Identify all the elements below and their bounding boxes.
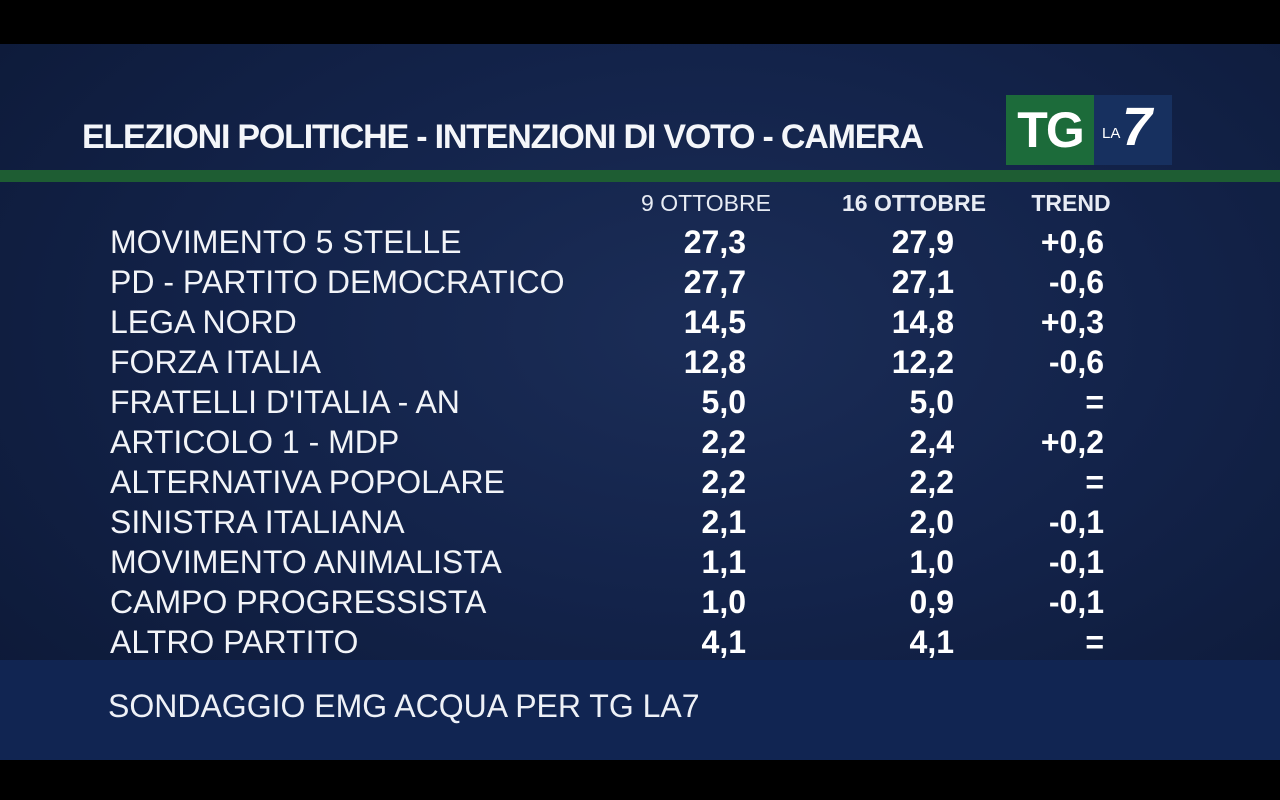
value-oct9: 5,0 <box>701 384 746 420</box>
party-name: PD - PARTITO DEMOCRATICO <box>110 264 565 300</box>
table-row: MOVIMENTO ANIMALISTA 1,1 1,0 -0,1 <box>0 542 1280 582</box>
party-name: MOVIMENTO 5 STELLE <box>110 224 462 260</box>
party-name: CAMPO PROGRESSISTA <box>110 584 487 620</box>
logo-seven-text: 7 <box>1122 97 1153 157</box>
table-row: ALTRO PARTITO 4,1 4,1 = <box>0 622 1280 662</box>
value-oct9: 14,5 <box>683 304 746 340</box>
trend-value: = <box>1085 464 1104 500</box>
value-oct9: 27,3 <box>683 224 746 260</box>
party-name: FRATELLI D'ITALIA - AN <box>110 384 460 420</box>
trend-value: +0,3 <box>1040 304 1104 340</box>
trend-value: -0,1 <box>1048 504 1104 540</box>
table-row: FRATELLI D'ITALIA - AN 5,0 5,0 = <box>0 382 1280 422</box>
table-row: LEGA NORD 14,5 14,8 +0,3 <box>0 302 1280 342</box>
value-oct9: 27,7 <box>683 264 746 300</box>
party-name: LEGA NORD <box>110 304 297 340</box>
value-oct16: 1,0 <box>909 544 954 580</box>
value-oct16: 2,4 <box>909 424 954 460</box>
value-oct16: 2,0 <box>909 504 954 540</box>
table-row: ARTICOLO 1 - MDP 2,2 2,4 +0,2 <box>0 422 1280 462</box>
trend-value: = <box>1085 624 1104 660</box>
column-header-oct9: 9 OTTOBRE <box>641 190 771 216</box>
party-name: SINISTRA ITALIANA <box>110 504 405 540</box>
value-oct16: 27,1 <box>891 264 954 300</box>
value-oct9: 2,2 <box>701 464 746 500</box>
value-oct16: 12,2 <box>891 344 954 380</box>
column-header-oct16: 16 OTTOBRE <box>842 190 986 216</box>
table-row: CAMPO PROGRESSISTA 1,0 0,9 -0,1 <box>0 582 1280 622</box>
logo-la-text: LA <box>1102 125 1121 142</box>
page-title: ELEZIONI POLITICHE - INTENZIONI DI VOTO … <box>82 118 924 156</box>
value-oct16: 27,9 <box>891 224 954 260</box>
table-row: ALTERNATIVA POPOLARE 2,2 2,2 = <box>0 462 1280 502</box>
trend-value: -0,1 <box>1048 544 1104 580</box>
table-row: FORZA ITALIA 12,8 12,2 -0,6 <box>0 342 1280 382</box>
table-row: PD - PARTITO DEMOCRATICO 27,7 27,1 -0,6 <box>0 262 1280 302</box>
party-name: MOVIMENTO ANIMALISTA <box>110 544 502 580</box>
value-oct9: 1,1 <box>701 544 746 580</box>
trend-value: +0,2 <box>1040 424 1104 460</box>
table-row: MOVIMENTO 5 STELLE 27,3 27,9 +0,6 <box>0 222 1280 262</box>
value-oct16: 5,0 <box>909 384 954 420</box>
value-oct9: 4,1 <box>701 624 746 660</box>
title-divider <box>0 170 1280 182</box>
party-name: FORZA ITALIA <box>110 344 321 380</box>
column-header-trend: TREND <box>1031 190 1111 216</box>
party-name: ALTRO PARTITO <box>110 624 359 660</box>
party-name: ARTICOLO 1 - MDP <box>110 424 400 460</box>
value-oct16: 4,1 <box>909 624 954 660</box>
party-name: ALTERNATIVA POPOLARE <box>110 464 505 500</box>
value-oct9: 2,2 <box>701 424 746 460</box>
tg-la7-logo: TG LA 7 <box>1006 95 1172 165</box>
logo-tg-text: TG <box>1006 95 1094 165</box>
table-row: SINISTRA ITALIANA 2,1 2,0 -0,1 <box>0 502 1280 542</box>
trend-value: -0,6 <box>1048 344 1104 380</box>
value-oct9: 1,0 <box>701 584 746 620</box>
trend-value: +0,6 <box>1040 224 1104 260</box>
logo-la7-block: LA 7 <box>1094 95 1172 165</box>
value-oct9: 12,8 <box>683 344 746 380</box>
footer-band <box>0 660 1280 760</box>
value-oct16: 14,8 <box>891 304 954 340</box>
trend-value: -0,6 <box>1048 264 1104 300</box>
trend-value: = <box>1085 384 1104 420</box>
source-caption: SONDAGGIO EMG ACQUA PER TG LA7 <box>108 688 700 724</box>
value-oct9: 2,1 <box>701 504 746 540</box>
value-oct16: 2,2 <box>909 464 954 500</box>
value-oct16: 0,9 <box>909 584 954 620</box>
trend-value: -0,1 <box>1048 584 1104 620</box>
